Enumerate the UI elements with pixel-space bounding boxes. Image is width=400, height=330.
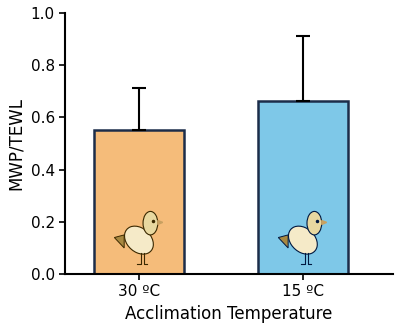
Y-axis label: MWP/TEWL: MWP/TEWL <box>7 97 25 190</box>
Circle shape <box>307 212 322 235</box>
Circle shape <box>143 212 158 235</box>
Ellipse shape <box>288 226 317 254</box>
Polygon shape <box>278 235 288 248</box>
Polygon shape <box>158 220 163 224</box>
Polygon shape <box>114 235 124 248</box>
Bar <box>258 101 348 274</box>
Ellipse shape <box>291 227 312 248</box>
Ellipse shape <box>127 227 148 248</box>
Polygon shape <box>322 220 327 224</box>
Ellipse shape <box>124 226 153 254</box>
Bar <box>94 130 184 274</box>
X-axis label: Acclimation Temperature: Acclimation Temperature <box>126 305 333 323</box>
